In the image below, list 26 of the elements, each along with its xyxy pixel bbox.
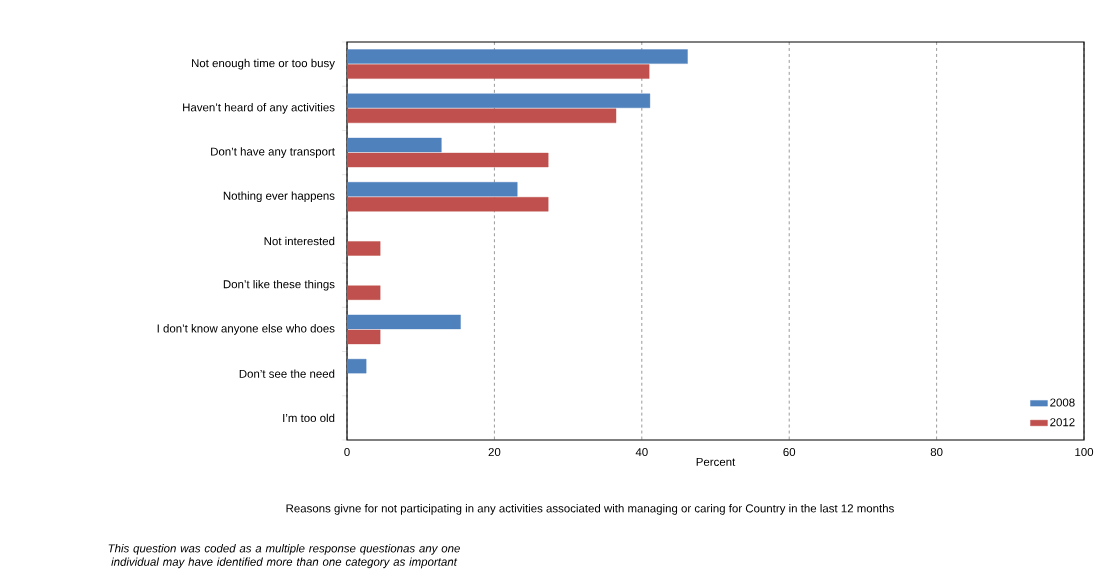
text: This question was coded as a multiple response questionas any one individual may have identified more than one category as important	[108, 544, 460, 569]
y-tick-label: Don’t have any transport	[211, 147, 335, 158]
y-tick-label: Not interested	[264, 236, 335, 246]
y-tick-label: Nothing ever happens	[223, 191, 335, 203]
y-tick-label: I don’t know anyone else who does	[157, 324, 335, 335]
bar	[347, 93, 651, 109]
x-tick-label: 20	[488, 448, 501, 457]
y-tick-label: I’m too old	[283, 413, 335, 423]
bar	[347, 314, 461, 330]
y-tick-label: Haven’t heard of any activities	[183, 102, 335, 114]
bar	[347, 137, 442, 153]
legend-label: 2012	[1050, 418, 1075, 427]
bar	[347, 182, 518, 197]
x-tick-label: 0	[344, 448, 350, 457]
bar	[347, 358, 367, 374]
y-tick-label: Don’t like these things	[223, 279, 335, 291]
x-tick-label: 60	[783, 448, 796, 457]
text: Reasons givne for not participating in any activities associated with managing or caring for Country in the last 12 months	[286, 504, 894, 515]
legend-label: 2008	[1050, 398, 1075, 407]
x-tick-label: 40	[635, 448, 648, 457]
y-tick-label: Don’t see the need	[239, 369, 335, 378]
bar	[347, 49, 688, 64]
x-tick-label: 100	[1075, 448, 1094, 457]
y-tick-label: Not enough time or too busy	[191, 58, 335, 70]
x-tick-label: 80	[930, 448, 943, 457]
x-axis-title: Percent	[696, 457, 736, 466]
